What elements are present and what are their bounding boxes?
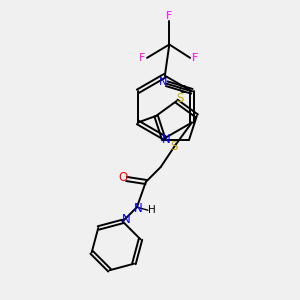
- Text: N: N: [162, 133, 171, 146]
- Text: H: H: [148, 205, 156, 215]
- Text: S: S: [176, 92, 183, 105]
- Text: N: N: [134, 202, 143, 215]
- Text: F: F: [192, 53, 199, 63]
- Text: C: C: [178, 85, 186, 95]
- Text: F: F: [166, 11, 172, 21]
- Text: O: O: [118, 171, 128, 184]
- Text: S: S: [170, 140, 178, 153]
- Text: F: F: [139, 53, 145, 63]
- Text: N: N: [159, 77, 167, 87]
- Text: N: N: [122, 214, 130, 226]
